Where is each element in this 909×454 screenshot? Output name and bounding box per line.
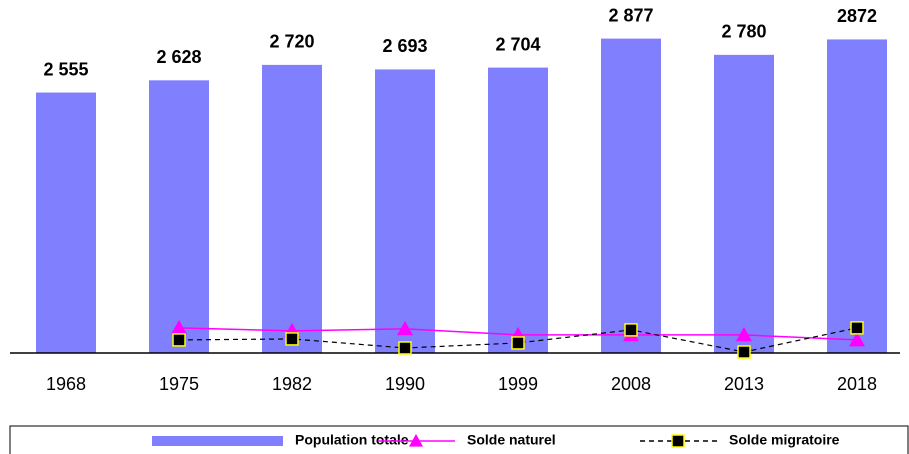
value-label: 2872	[837, 6, 877, 26]
legend-marker	[409, 434, 423, 447]
bar	[488, 67, 548, 353]
value-label: 2 780	[721, 22, 766, 42]
x-tick-label: 1982	[272, 374, 312, 394]
bar	[375, 69, 435, 354]
x-tick-label: 1968	[46, 374, 86, 394]
bar	[262, 64, 322, 354]
legend-label: Population totale	[295, 432, 409, 448]
value-label: 2 877	[608, 5, 653, 25]
legend-swatch	[152, 436, 283, 446]
bar	[36, 92, 96, 353]
legend-box	[9, 425, 909, 454]
bar	[714, 54, 774, 353]
value-label: 2 720	[269, 32, 314, 52]
marker	[737, 345, 751, 359]
x-tick-label: 1990	[385, 374, 425, 394]
legend-label: Solde migratoire	[729, 432, 840, 448]
bar	[827, 39, 887, 353]
value-label: 2 693	[382, 36, 427, 56]
legend-label: Solde naturel	[467, 432, 556, 448]
value-label: 2 555	[43, 59, 88, 79]
marker	[624, 323, 638, 337]
x-tick-label: 1975	[159, 374, 199, 394]
value-label: 2 628	[156, 47, 201, 67]
bar	[601, 38, 661, 353]
marker	[511, 336, 525, 350]
marker	[172, 333, 186, 347]
marker	[736, 326, 752, 342]
marker	[285, 332, 299, 346]
legend-marker	[671, 434, 685, 448]
x-tick-label: 1999	[498, 374, 538, 394]
x-tick-label: 2013	[724, 374, 764, 394]
marker	[850, 321, 864, 335]
bar	[149, 80, 209, 353]
value-label: 2 704	[495, 34, 540, 54]
x-tick-label: 2018	[837, 374, 877, 394]
x-tick-label: 2008	[611, 374, 651, 394]
marker	[171, 319, 187, 335]
marker	[397, 320, 413, 336]
marker	[849, 331, 865, 347]
marker	[398, 341, 412, 355]
